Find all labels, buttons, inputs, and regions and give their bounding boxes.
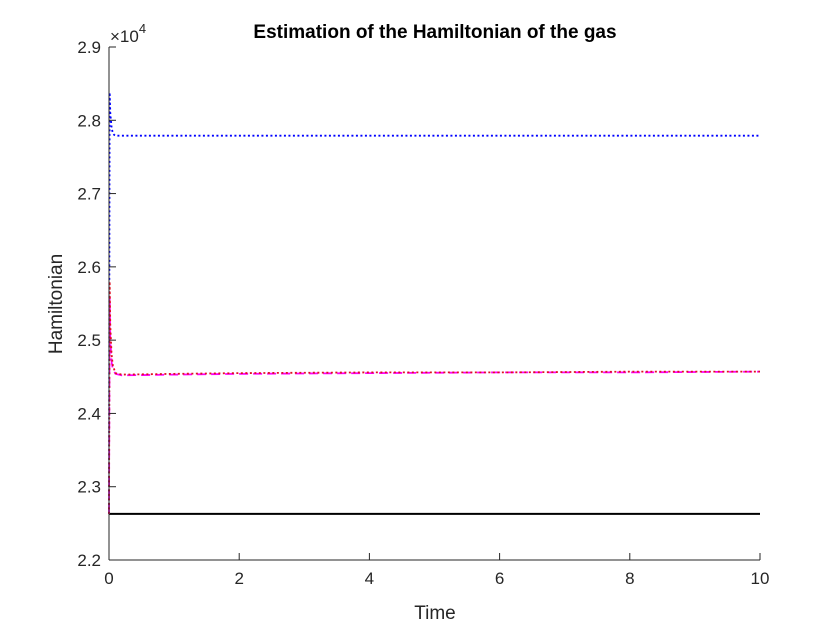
x-tick-label: 4 (365, 569, 374, 588)
exponent-power: 4 (139, 21, 146, 36)
x-tick-label: 0 (104, 569, 113, 588)
y-tick-label: 2.4 (77, 404, 101, 423)
x-tick-label: 10 (751, 569, 770, 588)
x-tick-label: 6 (495, 569, 504, 588)
y-tick-label: 2.7 (77, 185, 101, 204)
y-tick-label: 2.5 (77, 331, 101, 350)
y-tick-label: 2.8 (77, 111, 101, 130)
series-line-4 (108, 281, 760, 514)
x-tick-label: 8 (625, 569, 634, 588)
y-tick-label: 2.9 (77, 38, 101, 57)
plot-area (109, 47, 760, 560)
x-axis-label: Time (414, 603, 456, 624)
chart-title: Estimation of the Hamiltonian of the gas (253, 22, 616, 43)
x-tick-label: 2 (234, 569, 243, 588)
y-tick-label: 2.6 (77, 258, 101, 277)
ticks-layer: 0 2 4 6 8 10 2.2 2.3 2.4 2.5 2.6 2.7 2.8 2.9 (77, 38, 769, 588)
y-axis-exponent: ×104 (110, 21, 146, 46)
axes-layer (108, 47, 760, 561)
series-line-2 (108, 92, 760, 514)
y-axis-label: Hamiltonian (46, 254, 67, 354)
y-tick-label: 2.3 (77, 478, 101, 497)
y-tick-label: 2.2 (77, 551, 101, 570)
exponent-base: ×10 (110, 27, 139, 46)
